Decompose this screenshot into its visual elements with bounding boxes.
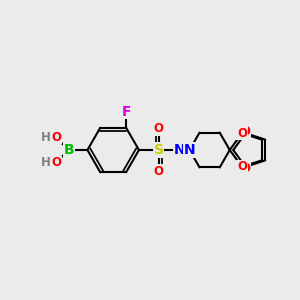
Text: O: O xyxy=(241,125,250,139)
Text: O: O xyxy=(154,165,164,178)
Text: N: N xyxy=(174,143,185,157)
Text: H: H xyxy=(41,156,51,169)
Text: O: O xyxy=(52,156,62,169)
Text: O: O xyxy=(237,160,247,173)
Text: O: O xyxy=(154,122,164,135)
Text: O: O xyxy=(52,131,62,144)
Text: B: B xyxy=(64,143,74,157)
Text: O: O xyxy=(237,127,247,140)
Text: O: O xyxy=(241,161,250,175)
Text: F: F xyxy=(121,105,131,119)
Text: H: H xyxy=(41,131,51,144)
Text: S: S xyxy=(154,143,164,157)
Text: N: N xyxy=(184,143,195,157)
